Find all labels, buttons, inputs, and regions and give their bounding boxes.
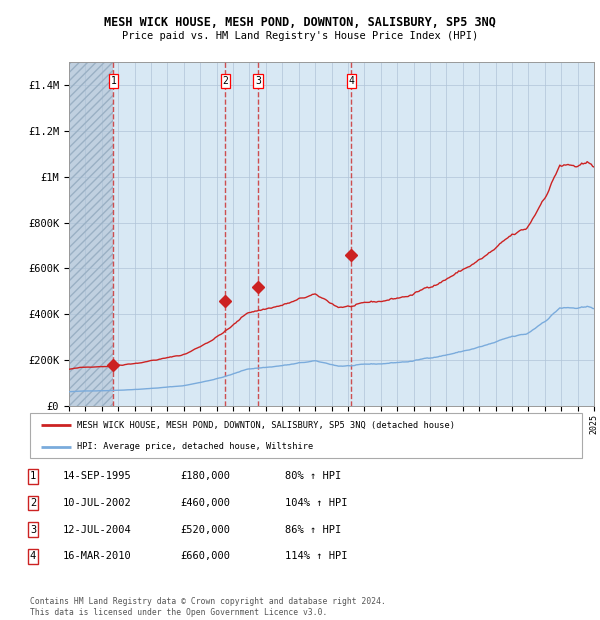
Text: 3: 3 [255,76,261,86]
FancyBboxPatch shape [30,413,582,458]
Text: 2: 2 [222,76,228,86]
Text: MESH WICK HOUSE, MESH POND, DOWNTON, SALISBURY, SP5 3NQ (detached house): MESH WICK HOUSE, MESH POND, DOWNTON, SAL… [77,421,455,430]
Text: 4: 4 [30,551,36,562]
Text: £180,000: £180,000 [180,471,230,482]
Text: Contains HM Land Registry data © Crown copyright and database right 2024.
This d: Contains HM Land Registry data © Crown c… [30,598,386,617]
Text: Price paid vs. HM Land Registry's House Price Index (HPI): Price paid vs. HM Land Registry's House … [122,31,478,41]
Text: HPI: Average price, detached house, Wiltshire: HPI: Average price, detached house, Wilt… [77,442,313,451]
Text: 80% ↑ HPI: 80% ↑ HPI [285,471,341,482]
Text: £660,000: £660,000 [180,551,230,562]
Text: £520,000: £520,000 [180,525,230,535]
Bar [69,62,113,406]
Text: 16-MAR-2010: 16-MAR-2010 [63,551,132,562]
Text: 114% ↑ HPI: 114% ↑ HPI [285,551,347,562]
Text: 86% ↑ HPI: 86% ↑ HPI [285,525,341,535]
Text: 104% ↑ HPI: 104% ↑ HPI [285,498,347,508]
Text: 2: 2 [30,498,36,508]
Text: 10-JUL-2002: 10-JUL-2002 [63,498,132,508]
Text: 3: 3 [30,525,36,535]
Text: MESH WICK HOUSE, MESH POND, DOWNTON, SALISBURY, SP5 3NQ: MESH WICK HOUSE, MESH POND, DOWNTON, SAL… [104,16,496,29]
Text: £460,000: £460,000 [180,498,230,508]
Text: 1: 1 [30,471,36,482]
Text: 4: 4 [348,76,354,86]
Bar [69,62,113,406]
Text: 14-SEP-1995: 14-SEP-1995 [63,471,132,482]
Text: 12-JUL-2004: 12-JUL-2004 [63,525,132,535]
Text: 1: 1 [110,76,116,86]
